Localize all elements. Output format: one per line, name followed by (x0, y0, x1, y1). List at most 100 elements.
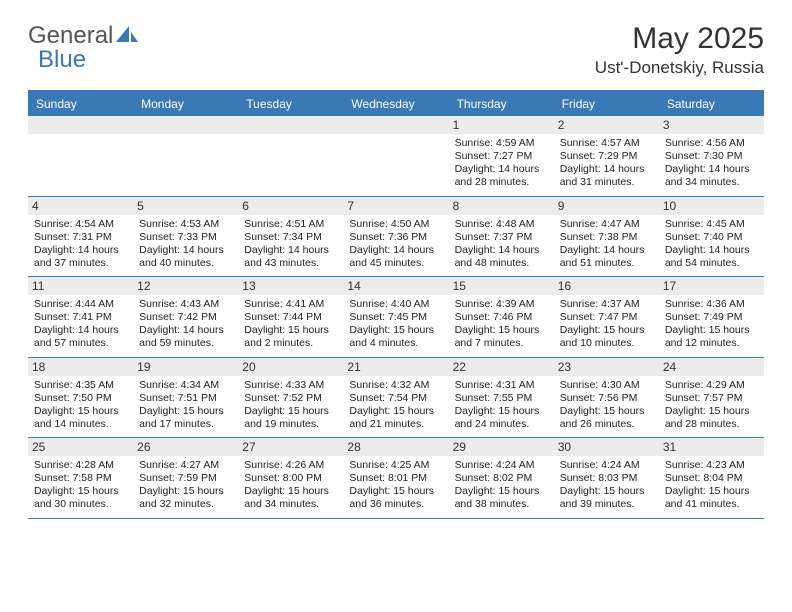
sunrise-text: Sunrise: 4:24 AM (560, 459, 653, 472)
daylight-text: Daylight: 15 hours and 17 minutes. (139, 405, 232, 431)
day-cell: 14Sunrise: 4:40 AMSunset: 7:45 PMDayligh… (343, 277, 448, 357)
sunset-text: Sunset: 7:55 PM (455, 392, 548, 405)
day-cell: 5Sunrise: 4:53 AMSunset: 7:33 PMDaylight… (133, 197, 238, 277)
day-cell: 13Sunrise: 4:41 AMSunset: 7:44 PMDayligh… (238, 277, 343, 357)
day-number: 21 (343, 358, 448, 376)
sunset-text: Sunset: 7:40 PM (665, 231, 758, 244)
daylight-text: Daylight: 14 hours and 51 minutes. (560, 244, 653, 270)
day-number: 16 (554, 277, 659, 295)
day-number: 22 (449, 358, 554, 376)
day-number: 4 (28, 197, 133, 215)
sunset-text: Sunset: 7:31 PM (34, 231, 127, 244)
sunrise-text: Sunrise: 4:35 AM (34, 379, 127, 392)
sunrise-text: Sunrise: 4:59 AM (455, 137, 548, 150)
week-row: 1Sunrise: 4:59 AMSunset: 7:27 PMDaylight… (28, 116, 764, 197)
sunrise-text: Sunrise: 4:36 AM (665, 298, 758, 311)
sunrise-text: Sunrise: 4:40 AM (349, 298, 442, 311)
sunrise-text: Sunrise: 4:53 AM (139, 218, 232, 231)
daylight-text: Daylight: 15 hours and 7 minutes. (455, 324, 548, 350)
daylight-text: Daylight: 14 hours and 31 minutes. (560, 163, 653, 189)
sunset-text: Sunset: 8:01 PM (349, 472, 442, 485)
sunrise-text: Sunrise: 4:33 AM (244, 379, 337, 392)
day-cell: 17Sunrise: 4:36 AMSunset: 7:49 PMDayligh… (659, 277, 764, 357)
daylight-text: Daylight: 15 hours and 38 minutes. (455, 485, 548, 511)
sunset-text: Sunset: 7:47 PM (560, 311, 653, 324)
daylight-text: Daylight: 14 hours and 28 minutes. (455, 163, 548, 189)
day-cell: 16 Sunrise: 4:37 AMSunset: 7:47 PMDayligh… (554, 277, 659, 357)
day-number: 15 (449, 277, 554, 295)
daylight-text: Daylight: 15 hours and 34 minutes. (244, 485, 337, 511)
header: General Blue May 2025 Ust'-Donetskiy, Ru… (0, 0, 792, 86)
sunrise-text: Sunrise: 4:30 AM (560, 379, 653, 392)
sunrise-text: Sunrise: 4:31 AM (455, 379, 548, 392)
day-number (343, 116, 448, 134)
day-number: 12 (133, 277, 238, 295)
day-cell: 15 Sunrise: 4:39 AMSunset: 7:46 PMDayligh… (449, 277, 554, 357)
day-header: Saturday (659, 92, 764, 116)
sunrise-text: Sunrise: 4:34 AM (139, 379, 232, 392)
daylight-text: Daylight: 15 hours and 10 minutes. (560, 324, 653, 350)
day-number: 17 (659, 277, 764, 295)
day-cell: 1 Sunrise: 4:59 AMSunset: 7:27 PMDaylight… (449, 116, 554, 196)
title-block: May 2025 Ust'-Donetskiy, Russia (595, 22, 764, 78)
day-number: 10 (659, 197, 764, 215)
day-cell: 2Sunrise: 4:57 AMSunset: 7:29 PMDaylight… (554, 116, 659, 196)
day-cell: 28Sunrise: 4:25 AMSunset: 8:01 PMDayligh… (343, 438, 448, 518)
day-cell: 21Sunrise: 4:32 AMSunset: 7:54 PMDayligh… (343, 358, 448, 438)
sunrise-text: Sunrise: 4:39 AM (455, 298, 548, 311)
sunset-text: Sunset: 7:37 PM (455, 231, 548, 244)
sunrise-text: Sunrise: 4:43 AM (139, 298, 232, 311)
sunset-text: Sunset: 7:58 PM (34, 472, 127, 485)
sunset-text: Sunset: 7:50 PM (34, 392, 127, 405)
daylight-text: Daylight: 14 hours and 34 minutes. (665, 163, 758, 189)
day-cell: 6Sunrise: 4:51 AMSunset: 7:34 PMDaylight… (238, 197, 343, 277)
day-header-row: Sunday Monday Tuesday Wednesday Thursday… (28, 92, 764, 116)
day-header: Monday (133, 92, 238, 116)
sunrise-text: Sunrise: 4:37 AM (560, 298, 653, 311)
sunset-text: Sunset: 7:46 PM (455, 311, 548, 324)
daylight-text: Daylight: 15 hours and 19 minutes. (244, 405, 337, 431)
month-title: May 2025 (595, 22, 764, 56)
sunrise-text: Sunrise: 4:29 AM (665, 379, 758, 392)
day-number: 23 (554, 358, 659, 376)
sunset-text: Sunset: 7:38 PM (560, 231, 653, 244)
sunset-text: Sunset: 7:42 PM (139, 311, 232, 324)
daylight-text: Daylight: 14 hours and 37 minutes. (34, 244, 127, 270)
daylight-text: Daylight: 14 hours and 59 minutes. (139, 324, 232, 350)
sunrise-text: Sunrise: 4:47 AM (560, 218, 653, 231)
sunset-text: Sunset: 7:52 PM (244, 392, 337, 405)
day-number: 26 (133, 438, 238, 456)
sunrise-text: Sunrise: 4:41 AM (244, 298, 337, 311)
sunrise-text: Sunrise: 4:45 AM (665, 218, 758, 231)
sunset-text: Sunset: 7:27 PM (455, 150, 548, 163)
sunrise-text: Sunrise: 4:27 AM (139, 459, 232, 472)
day-cell: 27Sunrise: 4:26 AMSunset: 8:00 PMDayligh… (238, 438, 343, 518)
day-number: 13 (238, 277, 343, 295)
day-number: 27 (238, 438, 343, 456)
daylight-text: Daylight: 15 hours and 26 minutes. (560, 405, 653, 431)
day-number (28, 116, 133, 134)
sunrise-text: Sunrise: 4:50 AM (349, 218, 442, 231)
sunset-text: Sunset: 7:29 PM (560, 150, 653, 163)
day-cell: 4Sunrise: 4:54 AMSunset: 7:31 PMDaylight… (28, 197, 133, 277)
day-number: 9 (554, 197, 659, 215)
day-header: Wednesday (343, 92, 448, 116)
daylight-text: Daylight: 15 hours and 14 minutes. (34, 405, 127, 431)
day-number: 2 (554, 116, 659, 134)
day-header: Sunday (28, 92, 133, 116)
brand-text-2: Blue (38, 46, 86, 74)
day-header: Friday (554, 92, 659, 116)
day-number: 18 (28, 358, 133, 376)
day-number: 1 (449, 116, 554, 134)
day-cell (28, 116, 133, 196)
day-cell: 30Sunrise: 4:24 AMSunset: 8:03 PMDayligh… (554, 438, 659, 518)
weeks-container: 1Sunrise: 4:59 AMSunset: 7:27 PMDaylight… (28, 116, 764, 519)
brand-sail-icon (116, 24, 138, 49)
day-number: 6 (238, 197, 343, 215)
daylight-text: Daylight: 15 hours and 28 minutes. (665, 405, 758, 431)
day-number: 5 (133, 197, 238, 215)
daylight-text: Daylight: 15 hours and 4 minutes. (349, 324, 442, 350)
day-cell (133, 116, 238, 196)
sunset-text: Sunset: 8:04 PM (665, 472, 758, 485)
day-cell: 26Sunrise: 4:27 AMSunset: 7:59 PMDayligh… (133, 438, 238, 518)
